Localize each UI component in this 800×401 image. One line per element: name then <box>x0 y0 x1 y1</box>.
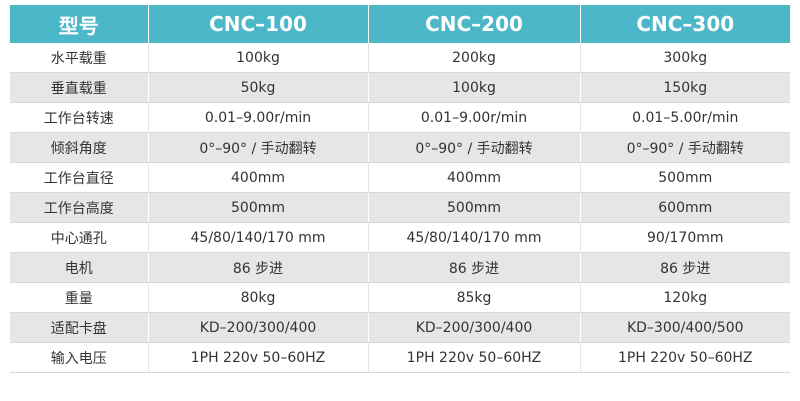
row-label: 输入电压 <box>10 342 148 373</box>
table-row: 适配卡盘 KD–200/300/400 KD–200/300/400 KD–300/4… <box>10 312 790 343</box>
row-label: 水平载重 <box>10 43 148 73</box>
header-row: 型号 CNC–100 CNC–200 CNC–300 <box>10 5 790 43</box>
table-row: 电机 86 步进 86 步进 86 步进 <box>10 252 790 283</box>
table-cell: 300kg <box>579 43 790 73</box>
table-cell: KD–300/400/500 <box>579 312 790 343</box>
table-row: 倾斜角度 0°–90° / 手动翻转 0°–90° / 手动翻转 0°–90° / 手… <box>10 132 790 163</box>
table-cell: 50kg <box>147 72 368 103</box>
table-cell: 0.01–5.00r/min <box>579 102 790 133</box>
table-cell: 1PH 220v 50–60HZ <box>579 342 790 373</box>
table-cell: 0°–90° / 手动翻转 <box>579 132 790 163</box>
table-cell: 400mm <box>147 162 368 193</box>
row-label: 垂直载重 <box>10 72 148 103</box>
spec-table: 型号 CNC–100 CNC–200 CNC–300 水平载重 100kg 200kg 30… <box>10 5 790 373</box>
header-cell: CNC–200 <box>367 5 580 43</box>
table-cell: 0°–90° / 手动翻转 <box>147 132 368 163</box>
table-cell: 45/80/140/170 mm <box>147 222 368 253</box>
table-cell: 0.01–9.00r/min <box>367 102 580 133</box>
table-row: 工作台高度 500mm 500mm 600mm <box>10 192 790 223</box>
row-label: 中心通孔 <box>10 222 148 253</box>
row-label: 倾斜角度 <box>10 132 148 163</box>
table-cell: 0°–90° / 手动翻转 <box>367 132 580 163</box>
table-cell: KD–200/300/400 <box>367 312 580 343</box>
table-cell: 120kg <box>579 282 790 313</box>
table-cell: 0.01–9.00r/min <box>147 102 368 133</box>
header-cell: CNC–100 <box>147 5 368 43</box>
table-cell: 500mm <box>367 192 580 223</box>
table-cell: 150kg <box>579 72 790 103</box>
table-cell: 45/80/140/170 mm <box>367 222 580 253</box>
table-cell: 600mm <box>579 192 790 223</box>
table-cell: 500mm <box>147 192 368 223</box>
table-row: 输入电压 1PH 220v 50–60HZ 1PH 220v 50–60HZ 1PH … <box>10 342 790 373</box>
table-cell: 100kg <box>367 72 580 103</box>
table-row: 重量 80kg 85kg 120kg <box>10 282 790 313</box>
row-label: 工作台高度 <box>10 192 148 223</box>
table-row: 工作台直径 400mm 400mm 500mm <box>10 162 790 193</box>
header-cell: 型号 <box>10 5 148 43</box>
table-cell: 85kg <box>367 282 580 313</box>
table-cell: 86 步进 <box>579 252 790 283</box>
header-cell: CNC–300 <box>579 5 790 43</box>
table-cell: 80kg <box>147 282 368 313</box>
table-row: 垂直载重 50kg 100kg 150kg <box>10 72 790 103</box>
row-label: 重量 <box>10 282 148 313</box>
table-cell: 1PH 220v 50–60HZ <box>367 342 580 373</box>
table-cell: 500mm <box>579 162 790 193</box>
table-cell: 90/170mm <box>579 222 790 253</box>
table-cell: 400mm <box>367 162 580 193</box>
table-row: 水平载重 100kg 200kg 300kg <box>10 43 790 73</box>
table-cell: 100kg <box>147 43 368 73</box>
table-cell: 200kg <box>367 43 580 73</box>
row-label: 工作台转速 <box>10 102 148 133</box>
table-cell: 86 步进 <box>147 252 368 283</box>
row-label: 工作台直径 <box>10 162 148 193</box>
table-row: 工作台转速 0.01–9.00r/min 0.01–9.00r/min 0.01–5.… <box>10 102 790 133</box>
table-cell: 86 步进 <box>367 252 580 283</box>
table-body: 水平载重 100kg 200kg 300kg 垂直载重 50kg 100kg 150kg 工作台… <box>10 43 790 373</box>
row-label: 电机 <box>10 252 148 283</box>
row-label: 适配卡盘 <box>10 312 148 343</box>
table-cell: KD–200/300/400 <box>147 312 368 343</box>
table-row: 中心通孔 45/80/140/170 mm 45/80/140/170 mm 90/1… <box>10 222 790 253</box>
table-cell: 1PH 220v 50–60HZ <box>147 342 368 373</box>
